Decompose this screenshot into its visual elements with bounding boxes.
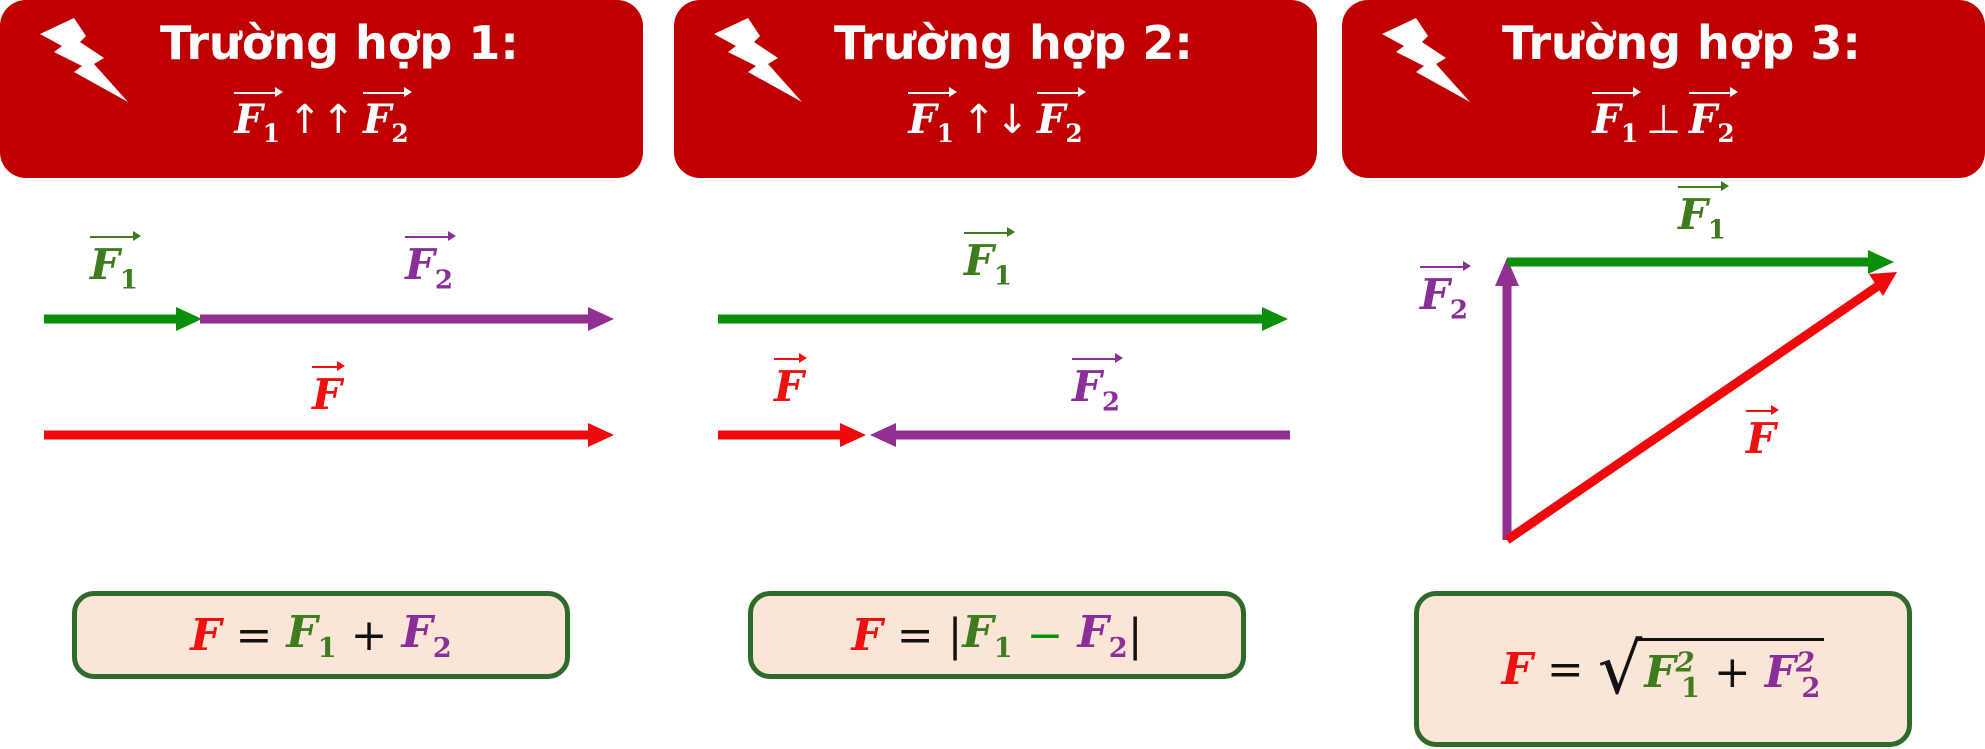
- f-arrow: [1504, 282, 1881, 544]
- f1-vector-symbol: F1: [908, 87, 957, 148]
- f-label: F: [312, 361, 345, 419]
- lightning-bolt-icon: [40, 18, 128, 102]
- case-1-title: Trường hợp 1:: [160, 16, 519, 70]
- f2-label: F2: [405, 230, 456, 296]
- f2-arrowhead: [1495, 258, 1519, 286]
- lightning-bolt-icon: [1382, 18, 1470, 102]
- case-3-panel: Trường hợp 3: F1 ⊥ F2 F1 F2 F F = √ F21 + F22: [1342, 0, 1985, 749]
- parallel-same-direction-symbol: ↑↑: [287, 97, 356, 143]
- f-label: F: [1746, 405, 1779, 463]
- case-1-panel: Trường hợp 1: F1 ↑↑ F2 F1 F2 F F = F1 + F2: [0, 0, 643, 749]
- f-arrowhead: [588, 423, 614, 447]
- f1-arrowhead: [1868, 250, 1894, 274]
- f1-arrowhead: [176, 307, 202, 331]
- case-2-relation: F1 ↑↓ F2: [674, 87, 1317, 148]
- f2-label: F2: [1420, 260, 1471, 326]
- f2-vector-symbol: F2: [1037, 87, 1086, 148]
- f1-label: F1: [1678, 180, 1729, 246]
- f1-label: F1: [964, 226, 1015, 292]
- square-root-symbol: √ F21 + F22: [1598, 634, 1825, 704]
- f1-arrowhead: [1262, 307, 1288, 331]
- case-1-formula: F = F1 + F2: [72, 591, 570, 679]
- case-1-relation: F1 ↑↑ F2: [0, 87, 643, 148]
- case-2-diagram: [718, 307, 1290, 447]
- f1-vector-symbol: F1: [234, 87, 283, 148]
- f-arrowhead: [1869, 272, 1897, 296]
- case-1-header: Trường hợp 1: F1 ↑↑ F2: [0, 0, 643, 178]
- f2-vector-symbol: F2: [363, 87, 412, 148]
- case-3-title: Trường hợp 3:: [1502, 16, 1861, 70]
- f1-label: F1: [90, 230, 141, 296]
- case-3-formula: F = √ F21 + F22: [1414, 591, 1912, 747]
- parallel-opposite-direction-symbol: ↑↓: [961, 97, 1030, 143]
- f2-arrowhead: [870, 423, 896, 447]
- f2-vector-symbol: F2: [1688, 87, 1738, 148]
- lightning-bolt-icon: [714, 18, 802, 102]
- f-label: F: [774, 353, 807, 411]
- f-arrowhead: [840, 423, 866, 447]
- f2-label: F2: [1072, 352, 1123, 418]
- case-2-formula: F = | F1− F2 |: [748, 591, 1246, 679]
- perpendicular-symbol: ⊥: [1646, 97, 1681, 143]
- case-2-panel: Trường hợp 2: F1 ↑↓ F2 F1 F F2 F = | F1− F2 |: [674, 0, 1317, 749]
- case-2-title: Trường hợp 2:: [834, 16, 1193, 70]
- case-3-relation: F1 ⊥ F2: [1342, 87, 1985, 148]
- case-3-diagram: [1495, 250, 1897, 544]
- case-3-header: Trường hợp 3: F1 ⊥ F2: [1342, 0, 1985, 178]
- case-1-diagram: [44, 307, 614, 447]
- case-2-header: Trường hợp 2: F1 ↑↓ F2: [674, 0, 1317, 178]
- f2-arrowhead: [588, 307, 614, 331]
- f1-vector-symbol: F1: [1592, 87, 1641, 148]
